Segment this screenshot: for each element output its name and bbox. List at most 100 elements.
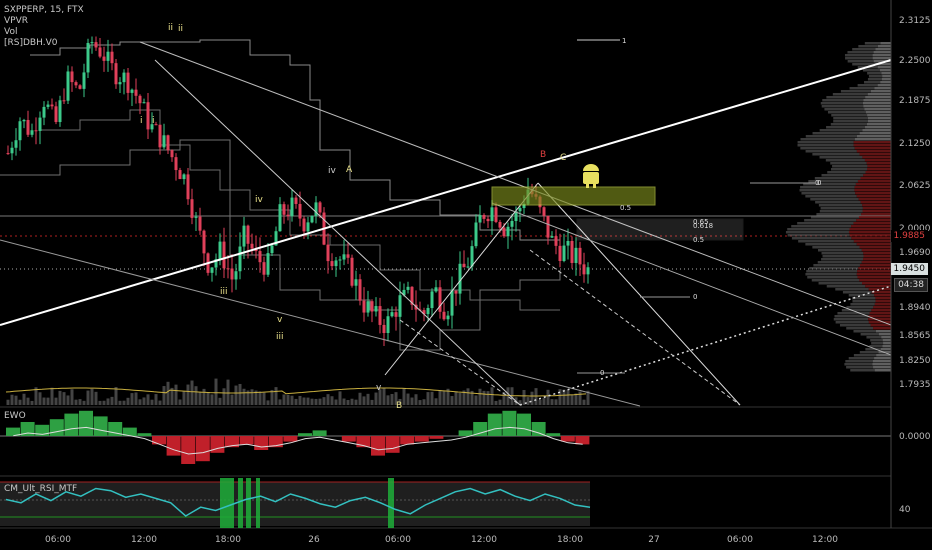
ewo-bar: [239, 436, 254, 445]
ewo-bar: [414, 436, 429, 442]
vpvr-bar: [830, 168, 867, 171]
volume-bar: [566, 389, 570, 405]
vpvr-bar: [866, 336, 882, 339]
volume-bar: [42, 397, 46, 405]
fib-label: 0.65: [693, 218, 709, 226]
volume-bar: [586, 390, 590, 405]
volume-bar: [314, 398, 318, 405]
ewo-bar: [487, 413, 502, 436]
volume-bar: [370, 399, 374, 405]
volume-bar: [430, 391, 434, 405]
volume-bar: [546, 389, 550, 405]
candle: [550, 236, 554, 238]
vpvr-bar: [859, 246, 891, 249]
android-icon-head: [583, 164, 599, 171]
indicator-vol-label[interactable]: Vol: [4, 27, 18, 37]
volume-bar: [458, 392, 462, 405]
candle: [58, 100, 62, 123]
candle: [46, 104, 50, 107]
rsi-signal-bar: [388, 478, 394, 528]
price-tag-last: 1.9450: [890, 263, 928, 275]
wave-label: iii: [220, 287, 228, 297]
candle: [158, 124, 162, 148]
candle: [38, 117, 42, 131]
vpvr-bar: [798, 240, 854, 243]
volume-bar: [14, 395, 18, 405]
indicator-dbh-label[interactable]: [RS]DBH.V0: [4, 38, 58, 48]
vpvr-bar: [872, 360, 891, 363]
volume-bar: [74, 399, 78, 405]
candle: [266, 253, 270, 275]
vpvr-bar: [880, 42, 891, 45]
ewo-bar: [79, 410, 93, 436]
vpvr-bar: [812, 246, 860, 249]
dbh-step-line: [40, 109, 560, 311]
vpvr-bar: [856, 273, 891, 276]
volume-bar: [114, 387, 118, 405]
ewo-bar: [195, 436, 210, 462]
candle: [230, 268, 234, 280]
time-tick-label: 26: [308, 535, 320, 545]
vpvr-bar: [797, 222, 854, 225]
volume-bar: [58, 390, 62, 405]
vpvr-bar: [871, 291, 891, 294]
ewo-label[interactable]: EWO: [4, 411, 26, 421]
candle: [194, 216, 198, 218]
vpvr-bar: [800, 138, 855, 141]
volume-bar: [170, 387, 174, 405]
vpvr-bar: [860, 333, 879, 336]
ewo-bar: [473, 422, 488, 436]
ewo-bar: [210, 436, 225, 453]
ewo-bar: [152, 436, 166, 445]
vpvr-bar: [812, 132, 860, 135]
vpvr-bar: [866, 162, 891, 165]
candle: [294, 197, 298, 204]
candle: [426, 308, 430, 315]
rsi-label[interactable]: CM_Ult_RSI_MTF: [4, 484, 78, 494]
vpvr-bar: [833, 117, 868, 120]
vpvr-bar: [791, 237, 852, 240]
vpvr-bar: [818, 282, 863, 285]
volume-bar: [102, 400, 106, 405]
vpvr-bar: [852, 300, 876, 303]
vpvr-bar: [851, 225, 891, 228]
candle: [354, 279, 358, 286]
candle: [342, 254, 346, 260]
vpvr-bar: [853, 141, 891, 144]
wave-label: ii: [178, 24, 183, 34]
volume-bar: [210, 394, 214, 405]
vpvr-bar: [821, 105, 864, 108]
volume-bar: [394, 392, 398, 405]
fib-label: 0: [815, 179, 819, 187]
vpvr-bar: [858, 198, 891, 201]
vpvr-bar: [830, 162, 867, 165]
vpvr-bar: [787, 228, 850, 231]
candle: [430, 291, 434, 309]
vpvr-bar: [846, 327, 874, 330]
volume-bar: [206, 392, 210, 405]
indicator-vpvr-label[interactable]: VPVR: [4, 16, 28, 26]
volume-bar: [162, 386, 166, 405]
vpvr-bar: [849, 228, 891, 231]
vpvr-bar: [797, 144, 854, 147]
volume-bar: [158, 400, 162, 405]
price-tick-label: 2.1875: [899, 96, 931, 106]
ab-leg-line: [384, 182, 539, 376]
candle: [82, 72, 86, 89]
candle: [446, 315, 450, 320]
vpvr-bar: [863, 69, 880, 72]
volume-bar: [86, 390, 90, 405]
volume-bar: [178, 399, 182, 405]
volume-bar: [558, 389, 562, 405]
candle: [350, 257, 354, 286]
candle: [422, 310, 426, 315]
vpvr-bar: [797, 141, 854, 144]
volume-bar: [570, 394, 574, 405]
volume-bar: [78, 399, 82, 405]
vpvr-bar: [834, 315, 869, 318]
vpvr-bar: [868, 288, 891, 291]
time-tick-label: 06:00: [385, 535, 411, 545]
vpvr-bar: [861, 249, 891, 252]
